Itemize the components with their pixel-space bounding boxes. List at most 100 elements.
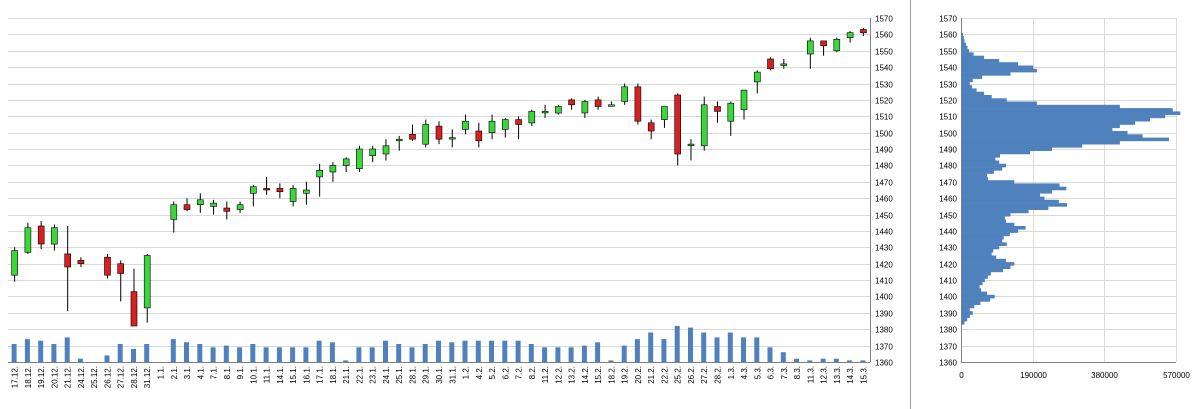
- x-tick-label: 14.2.: [581, 366, 590, 384]
- x-tick-label: 6.2.: [501, 366, 510, 379]
- candle: [24, 222, 32, 254]
- volume-bar: [11, 344, 17, 362]
- candle: [422, 119, 430, 148]
- profile-bar: [961, 235, 1004, 240]
- candle-body: [369, 148, 377, 156]
- candle: [740, 89, 748, 120]
- x-tick-label: 21.1.: [342, 366, 351, 384]
- candle-body: [329, 165, 337, 173]
- candle-body: [382, 145, 390, 155]
- candle-body: [515, 119, 522, 125]
- candle-body: [488, 120, 496, 133]
- volume-bar: [727, 332, 733, 362]
- profile-bar: [961, 75, 983, 79]
- volume-bar: [714, 337, 720, 362]
- profile-bar: [961, 203, 1068, 207]
- candle: [594, 96, 602, 110]
- x-tick-label: 25.2.: [674, 366, 683, 384]
- candle: [581, 99, 589, 118]
- profile-bar: [961, 124, 1120, 129]
- volume-bar: [555, 347, 561, 362]
- price-gridlines: [8, 18, 870, 363]
- profile-bar: [961, 294, 995, 299]
- y-tick-label: 1400: [875, 293, 893, 302]
- profile-y-tick-label: 1420: [939, 261, 957, 270]
- profile-bar: [961, 45, 968, 50]
- x-tick-label: 8.2.: [528, 366, 537, 379]
- profile-bar: [961, 52, 974, 56]
- x-tick-label: 5.2.: [488, 366, 497, 379]
- x-tick-label: 16.1.: [302, 366, 311, 384]
- candle: [51, 224, 58, 251]
- volume-bar: [436, 340, 441, 362]
- candle-body: [727, 102, 735, 122]
- volume-bar: [329, 342, 335, 362]
- profile-bar: [961, 278, 985, 283]
- x-tick-label: 4.1.: [196, 366, 205, 379]
- profile-bar: [961, 117, 1151, 122]
- volume-bar: [117, 344, 123, 362]
- profile-bar: [961, 108, 1173, 112]
- candle: [767, 57, 774, 71]
- x-tick-label: 1.1.: [157, 366, 166, 379]
- x-tick-label: 8.3.: [793, 366, 802, 379]
- x-tick-label: 14.1.: [276, 366, 285, 384]
- profile-bar: [961, 78, 973, 83]
- x-tick-label: 24.12.: [77, 366, 86, 388]
- candle-body: [780, 63, 788, 66]
- y-tick-label: 1390: [875, 310, 893, 319]
- candle-body: [767, 58, 774, 70]
- volume-bar: [621, 345, 627, 362]
- candle-body: [11, 250, 18, 276]
- x-tick-label: 24.1.: [382, 366, 391, 384]
- profile-bar: [961, 216, 1005, 220]
- profile-x-tick-label: 0: [959, 371, 964, 380]
- profile-bar: [961, 275, 988, 279]
- candle-body: [223, 207, 231, 212]
- x-tick-label: 11.2.: [541, 366, 550, 383]
- profile-bar: [961, 206, 1049, 210]
- candle: [780, 59, 788, 69]
- candle-body: [197, 199, 204, 206]
- x-tick-label: 1.3.: [727, 366, 736, 379]
- candle-body: [687, 143, 695, 146]
- x-tick-label: 13.3.: [833, 366, 842, 384]
- candle: [382, 139, 390, 161]
- profile-x-tick-label: 380000: [1091, 371, 1118, 380]
- profile-bar: [961, 32, 963, 37]
- volume-bar: [688, 327, 693, 362]
- candle-body: [806, 40, 814, 55]
- candle: [700, 96, 708, 151]
- volume-bar: [383, 340, 388, 362]
- profile-bar: [961, 140, 1120, 145]
- candle: [541, 104, 549, 118]
- candle-body: [846, 32, 854, 38]
- candle-body: [130, 291, 138, 327]
- profile-bar: [961, 180, 1015, 184]
- volume-bar: [595, 342, 601, 362]
- candle-body: [51, 227, 58, 245]
- profile-bar: [961, 160, 1000, 165]
- y-tick-label: 1560: [875, 31, 893, 40]
- candle: [77, 257, 85, 267]
- candle: [488, 114, 496, 140]
- volume-bar: [250, 344, 256, 362]
- y-tick-label: 1410: [875, 277, 893, 286]
- x-tick-label: 18.12.: [24, 366, 33, 388]
- profile-y-tick-label: 1370: [939, 343, 957, 352]
- volume-bar: [422, 344, 428, 362]
- volume-bar: [661, 339, 667, 362]
- price-chart-panel: 1360 1370 1380 1390 1400 1410 1420 1430 1440 1450…: [8, 15, 893, 388]
- x-tick-label: 29.1.: [422, 366, 431, 384]
- profile-bar: [961, 101, 1037, 106]
- x-tick-label: 4.2.: [475, 366, 484, 379]
- x-tick-label: 15.2.: [594, 366, 603, 384]
- profile-y-tick-label: 1440: [939, 228, 957, 237]
- profile-bar: [961, 252, 992, 256]
- x-tick-label: 18.2.: [607, 366, 616, 384]
- y-tick-label: 1420: [875, 261, 893, 270]
- volume-bar: [210, 347, 216, 362]
- volume-bar: [144, 344, 150, 362]
- volume-profile-panel: 1360 1370 1380 1390 1400 1410 1420 1430 1440 1450…: [911, 0, 1198, 409]
- volume-bar: [502, 340, 508, 362]
